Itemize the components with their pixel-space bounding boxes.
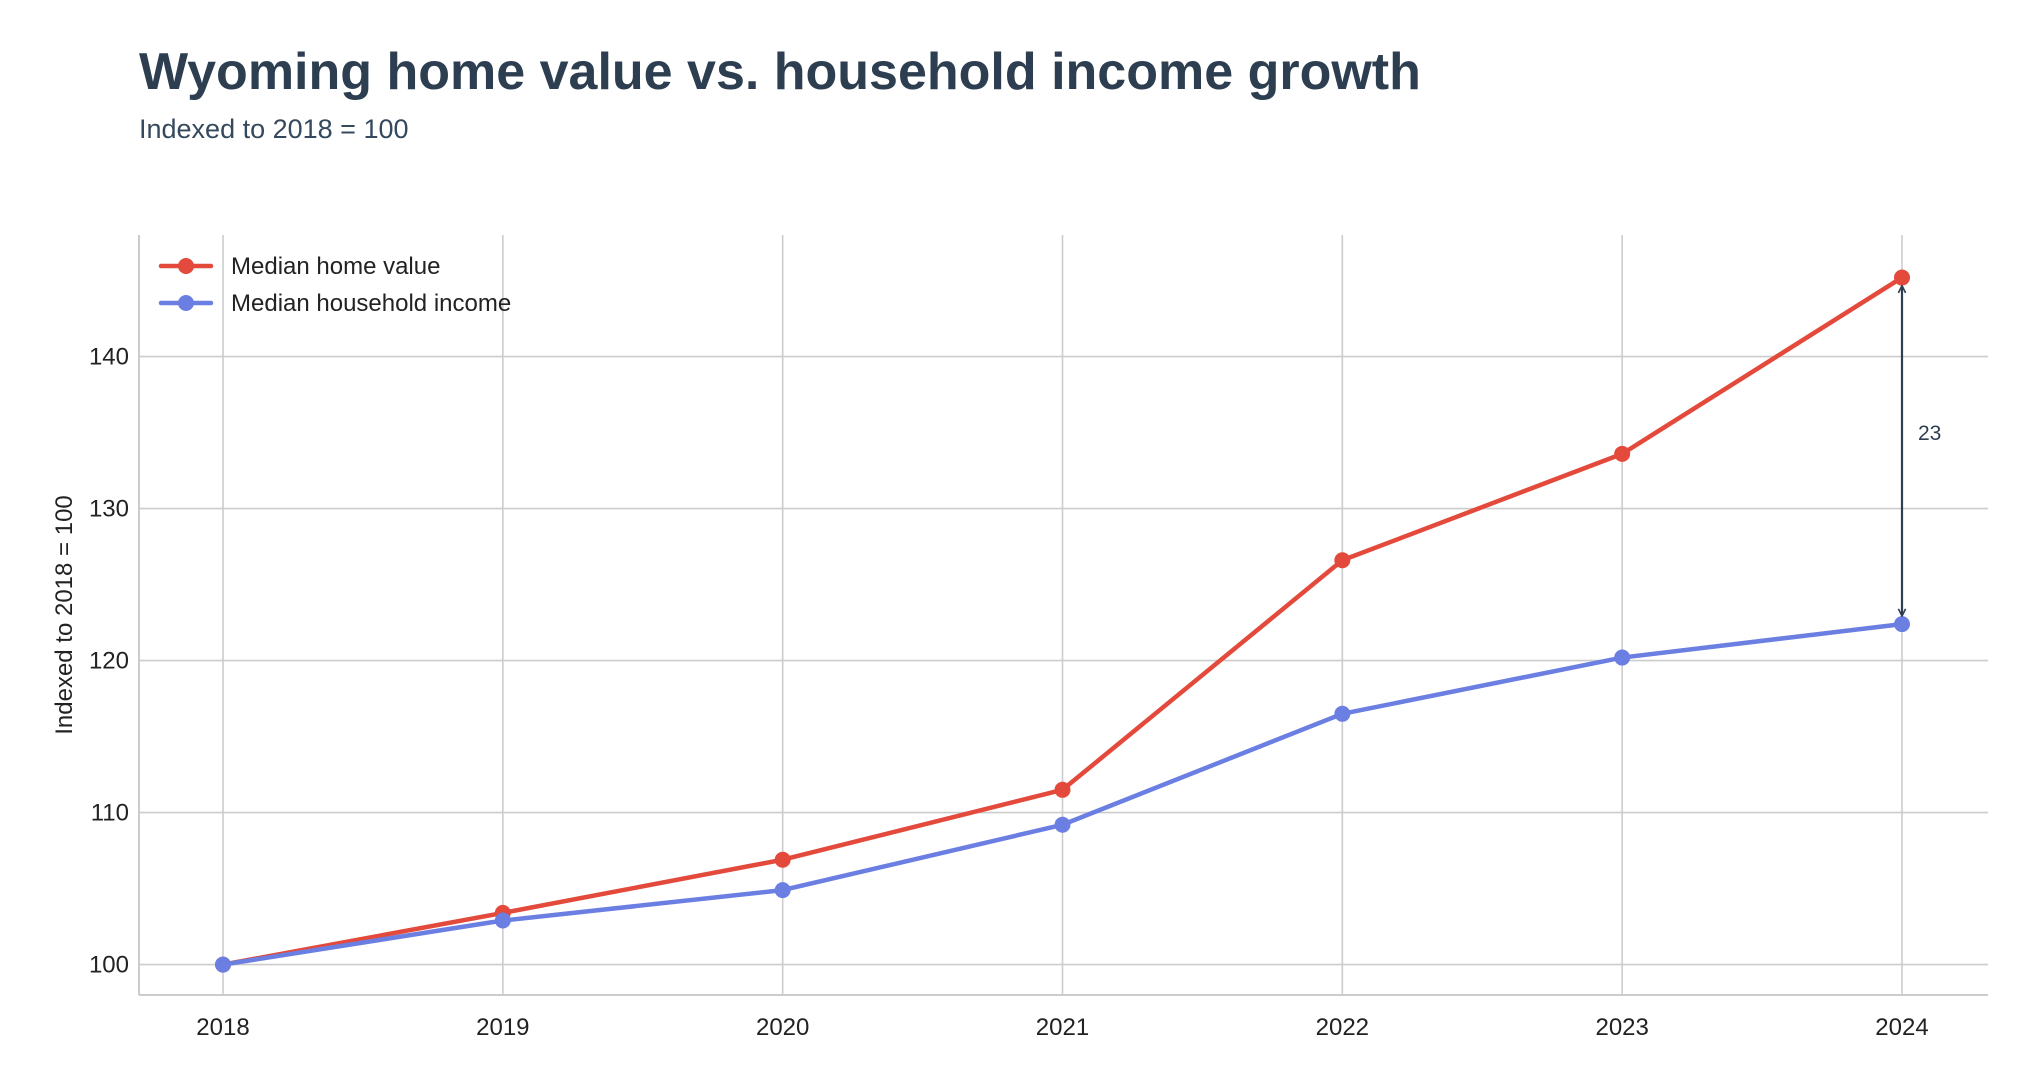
axes: 2018 2019 2020 2021 2022 2023 2024 100 110 120 130… [51, 235, 1988, 1041]
series-1-point [494, 912, 511, 929]
series-1-point [1614, 649, 1631, 666]
chart-title: Wyoming home value vs. household income … [139, 43, 1421, 101]
legend-label-1: Median household income [231, 290, 511, 317]
series-layer [215, 269, 1910, 973]
legend-marker-0 [178, 258, 194, 274]
gap-label: 23 [1918, 422, 1941, 445]
legend-label-0: Median home value [231, 253, 440, 280]
series-0-point [1894, 269, 1910, 286]
series-0-point [774, 851, 791, 868]
series-0-point [1614, 445, 1631, 462]
x-tick-label: 2020 [756, 1014, 809, 1041]
series-1-point [1894, 616, 1910, 633]
series-1-point [1334, 705, 1351, 722]
chart-subtitle: Indexed to 2018 = 100 [139, 114, 409, 144]
series-1-point [215, 956, 231, 973]
x-tick-label: 2022 [1316, 1014, 1369, 1041]
x-tick-label: 2023 [1595, 1014, 1648, 1041]
legend: Median home value Median household income [158, 253, 511, 317]
series-0-point [1054, 781, 1071, 798]
y-tick-label: 130 [89, 496, 129, 523]
series-1-point [1054, 816, 1071, 833]
x-tick-label: 2024 [1875, 1014, 1928, 1041]
y-axis-title: Indexed to 2018 = 100 [51, 495, 78, 735]
series-1-point [774, 882, 791, 899]
annotation-layer: 23 [1902, 287, 1941, 616]
x-tick-label: 2019 [476, 1014, 529, 1041]
y-tick-label: 140 [89, 344, 129, 371]
y-tick-label: 100 [89, 952, 129, 979]
gridlines [139, 235, 1988, 995]
series-0-point [1334, 552, 1351, 569]
x-tick-label: 2018 [196, 1014, 249, 1041]
y-tick-label: 120 [89, 648, 129, 675]
y-tick-label: 110 [91, 800, 129, 827]
x-tick-label: 2021 [1036, 1014, 1089, 1041]
legend-marker-1 [178, 295, 194, 311]
